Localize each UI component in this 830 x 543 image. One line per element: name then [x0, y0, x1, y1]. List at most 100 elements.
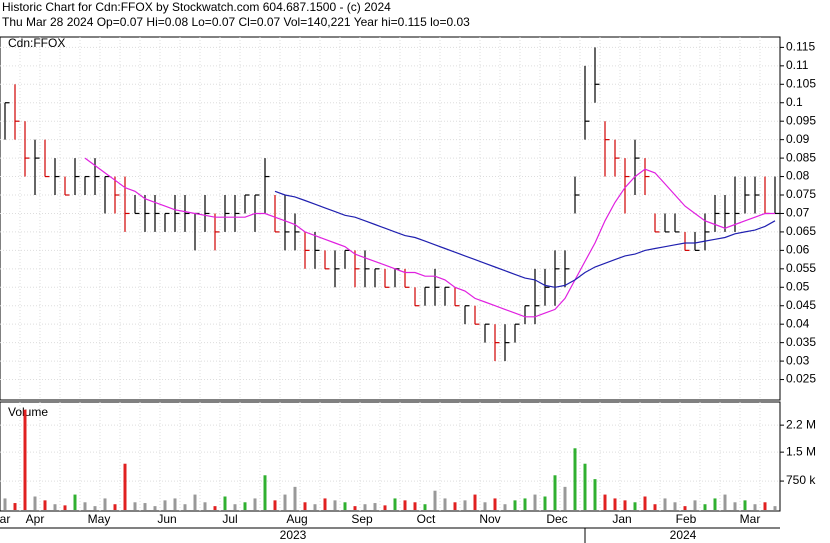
- volume-bar: [553, 475, 557, 510]
- moving-average: [274, 190, 776, 288]
- year-label: 2024: [670, 528, 697, 542]
- chart-title: Historic Chart for Cdn:FFOX by Stockwatc…: [2, 0, 391, 14]
- x-tick-label: May: [88, 512, 111, 526]
- volume-bar: [53, 504, 57, 510]
- x-tick-label: Feb: [676, 512, 697, 526]
- volume-bar: [683, 506, 687, 510]
- y-tick-label: 0.065: [786, 224, 816, 238]
- volume-bar: [33, 496, 37, 510]
- y-tick-label: 0.085: [786, 150, 816, 164]
- x-tick-label: Aug: [286, 512, 307, 526]
- volume-bar: [323, 498, 327, 510]
- volume-bar: [303, 502, 307, 510]
- volume-bar: [503, 504, 507, 510]
- volume-bar: [283, 494, 287, 510]
- volume-bar: [233, 504, 237, 510]
- y-tick-label: 0.045: [786, 298, 816, 312]
- volume-bar: [693, 500, 697, 510]
- volume-bar: [93, 506, 97, 510]
- x-tick-label: Dec: [546, 512, 567, 526]
- volume-bar: [523, 498, 527, 510]
- volume-bar: [123, 463, 127, 510]
- volume-bar: [753, 504, 757, 510]
- y-tick-label: 0.035: [786, 335, 816, 349]
- y-tick-label: 0.03: [786, 353, 810, 367]
- volume-bar: [343, 502, 347, 510]
- volume-bar: [733, 502, 737, 510]
- y-tick-label: 0.025: [786, 372, 816, 386]
- volume-tick-label: 750 k: [786, 473, 816, 487]
- y-tick-label: 0.1: [786, 95, 803, 109]
- volume-bar: [393, 498, 397, 510]
- x-tick-label: Jan: [612, 512, 631, 526]
- volume-bar: [103, 498, 107, 510]
- volume-bar: [383, 505, 387, 510]
- volume-bar: [483, 502, 487, 510]
- volume-bar: [23, 409, 27, 510]
- x-tick-label: ar: [0, 512, 10, 526]
- volume-bar: [633, 502, 637, 510]
- volume-bar: [3, 498, 7, 510]
- volume-bar: [113, 504, 117, 510]
- y-tick-label: 0.075: [786, 187, 816, 201]
- volume-panel: [0, 401, 781, 512]
- volume-bar: [533, 494, 537, 510]
- chart-subtitle: Thu Mar 28 2024 Op=0.07 Hi=0.08 Lo=0.07 …: [2, 15, 470, 29]
- y-tick-label: 0.105: [786, 76, 816, 90]
- x-tick-label: Mar: [740, 512, 761, 526]
- y-tick-label: 0.05: [786, 279, 810, 293]
- volume-bar: [83, 502, 87, 510]
- x-tick-label: Apr: [26, 512, 45, 526]
- volume-bar: [513, 500, 517, 510]
- volume-bar: [493, 498, 497, 510]
- volume-bar: [203, 502, 207, 510]
- volume-bar: [433, 490, 437, 510]
- volume-bar: [263, 475, 267, 510]
- x-tick-label: Oct: [417, 512, 436, 526]
- year-label: 2023: [280, 528, 307, 542]
- volume-bar: [163, 500, 167, 510]
- x-tick-label: Jul: [222, 512, 237, 526]
- volume-bar: [763, 502, 767, 510]
- volume-bar: [463, 500, 467, 510]
- volume-bar: [193, 494, 197, 510]
- volume-bar: [313, 504, 317, 510]
- volume-bar: [273, 500, 277, 510]
- y-tick-label: 0.11: [786, 58, 809, 72]
- volume-label: Volume: [8, 405, 48, 419]
- volume-bar: [713, 498, 717, 510]
- volume-bar: [63, 505, 67, 510]
- x-tick-label: Jun: [157, 512, 176, 526]
- volume-bar: [243, 502, 247, 510]
- volume-bar: [253, 498, 257, 510]
- y-tick-label: 0.06: [786, 243, 810, 257]
- volume-bar: [183, 504, 187, 510]
- volume-bar: [703, 504, 707, 510]
- moving-average: [84, 157, 775, 318]
- volume-bar: [293, 486, 297, 510]
- volume-bar: [583, 463, 587, 510]
- volume-bar: [413, 502, 417, 510]
- y-tick-label: 0.09: [786, 132, 810, 146]
- volume-tick-label: 1.5 M: [786, 444, 816, 458]
- volume-bar: [723, 494, 727, 510]
- x-tick-label: Nov: [479, 512, 500, 526]
- y-tick-label: 0.115: [786, 40, 815, 54]
- volume-bar: [333, 500, 337, 510]
- volume-bar: [43, 500, 47, 510]
- volume-bar: [673, 502, 677, 510]
- volume-bar: [223, 496, 227, 510]
- y-tick-label: 0.08: [786, 169, 810, 183]
- volume-bar: [133, 502, 137, 510]
- volume-bar: [613, 498, 617, 510]
- y-tick-label: 0.055: [786, 261, 816, 275]
- volume-bar: [743, 500, 747, 510]
- x-tick-label: Sep: [351, 512, 373, 526]
- volume-bar: [213, 506, 217, 510]
- volume-bar: [423, 504, 427, 510]
- volume-bar: [573, 448, 577, 510]
- volume-bar: [603, 494, 607, 510]
- y-tick-label: 0.04: [786, 316, 810, 330]
- y-tick-label: 0.095: [786, 113, 816, 127]
